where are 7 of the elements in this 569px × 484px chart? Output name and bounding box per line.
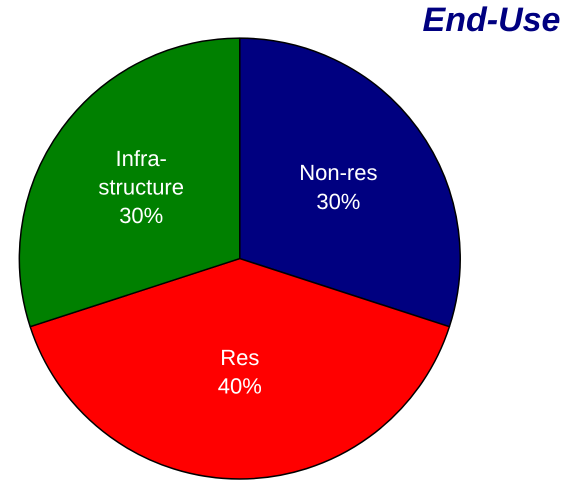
slice-label: Infra- structure	[98, 146, 184, 200]
data-label: 30%	[316, 188, 360, 214]
data-label: 30%	[119, 203, 164, 228]
data-label: 40%	[218, 373, 262, 398]
slice-label: Res	[220, 344, 260, 370]
slice-label: Non-res	[299, 160, 378, 186]
chart-title: End-Use	[422, 1, 560, 40]
